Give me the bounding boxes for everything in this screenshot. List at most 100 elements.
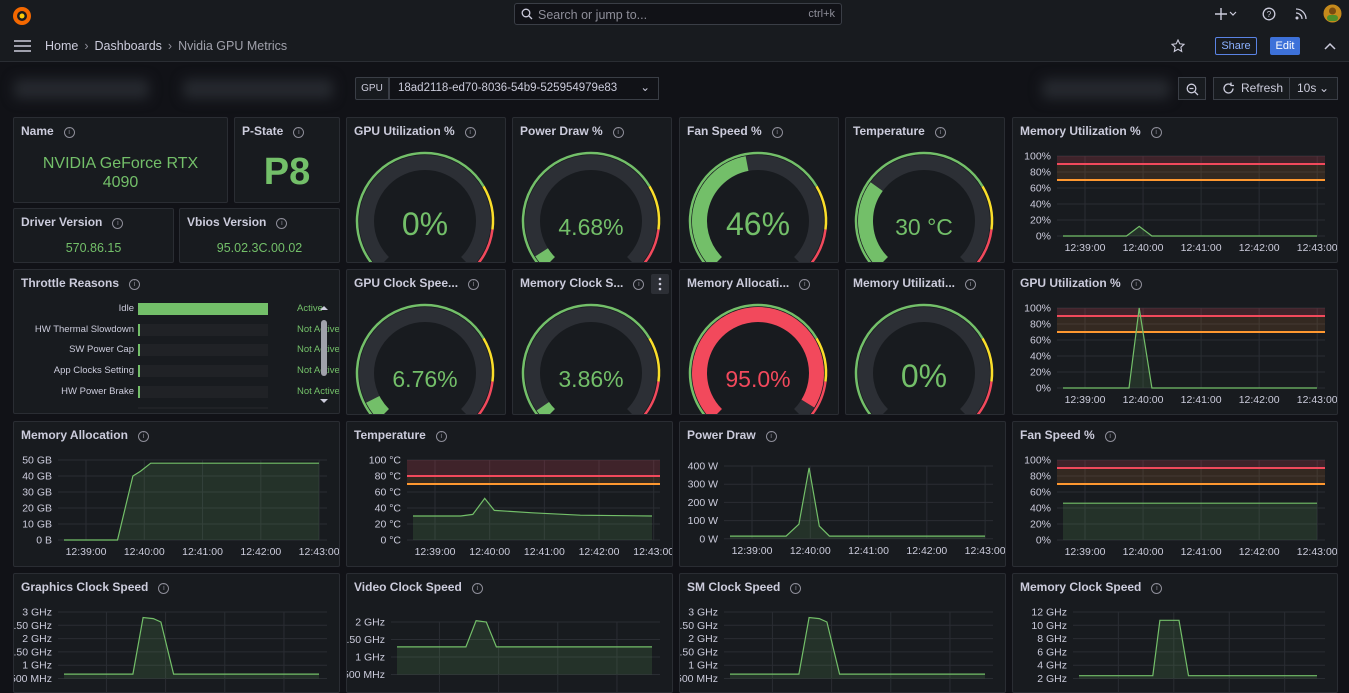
x-tick-label: 12:39:00 (732, 545, 773, 557)
info-icon[interactable]: i (1104, 431, 1116, 442)
breadcrumb-dashboards[interactable]: Dashboards (94, 39, 162, 53)
info-icon[interactable]: i (137, 431, 149, 442)
throttle-row-label: HW Power Brake (61, 385, 134, 397)
info-icon[interactable]: i (1151, 583, 1163, 594)
throttle-row-bar (138, 344, 268, 357)
x-tick-label: 12:43:00 (965, 545, 1006, 557)
panel-title: Vbios Version (187, 215, 267, 229)
collapse-chevron-up-icon[interactable] (1324, 42, 1336, 50)
star-icon[interactable] (1171, 39, 1185, 53)
y-tick-label: 0 °C (380, 535, 401, 547)
series-area (730, 617, 985, 679)
series-line (1063, 225, 1317, 237)
info-icon[interactable]: i (471, 583, 483, 594)
memclock-ts-panel: Memory Clock Speed i 2 GHz 4 GHz 6 GHz 8 GHz 1… (1012, 573, 1338, 693)
info-icon[interactable]: i (468, 279, 480, 290)
video-clock-ts-chart[interactable]: 500 MHz 1 GHz 1.50 GHz 2 GHz (347, 574, 673, 693)
panel-menu-button[interactable] (651, 274, 669, 294)
info-icon[interactable]: i (965, 279, 977, 290)
gpu-variable-select[interactable]: 18ad2118-ed70-8036-54b9-525954979e83 ⌄ (389, 77, 659, 100)
scrollbar[interactable] (317, 302, 331, 410)
panel-title: Memory Utilization % (1020, 124, 1141, 138)
throttle-row-label: App Clocks Setting (53, 365, 134, 377)
blurred-time-range[interactable] (1042, 79, 1170, 99)
info-icon[interactable]: i (1130, 279, 1142, 290)
panel-title: Fan Speed % (1020, 428, 1095, 442)
zoom-out-button[interactable] (1178, 77, 1206, 100)
gauge-threshold-green (521, 303, 651, 414)
throttle-reasons-panel: Throttle Reasons i Idle Active HW Thermal S… (13, 269, 340, 414)
temperature-gauge: 30 °C (854, 151, 994, 262)
y-tick-label: 1 GHz (688, 660, 718, 672)
search-input[interactable]: Search or jump to... ctrl+k (514, 3, 842, 25)
threshold-band-red (1057, 460, 1325, 468)
svg-text:?: ? (1267, 10, 1272, 19)
y-tick-label: 20% (1030, 367, 1051, 379)
y-tick-label: 80 °C (375, 471, 402, 483)
gpu-util-gauge: 0% (355, 151, 495, 262)
info-icon[interactable]: i (799, 279, 811, 290)
add-icon[interactable] (1214, 5, 1238, 23)
info-icon[interactable]: i (612, 127, 624, 138)
info-icon[interactable]: i (765, 431, 777, 442)
edit-button[interactable]: Edit (1270, 37, 1300, 55)
y-tick-label: 60% (1030, 487, 1051, 499)
series-area (413, 498, 652, 540)
menu-icon[interactable] (14, 40, 31, 52)
threshold-band-orange (407, 476, 660, 484)
gauge-value: 0% (901, 358, 947, 394)
user-avatar[interactable] (1323, 4, 1342, 23)
info-icon[interactable]: i (112, 218, 124, 229)
info-icon[interactable]: i (158, 583, 170, 594)
chevron-right-icon: › (167, 39, 173, 53)
gpu-util-ts-panel: GPU Utilization % i 0% 20% 40% 60% 80% 100% 12:3… (1012, 269, 1338, 415)
gauge-threshold-red (810, 381, 827, 414)
breadcrumb-home[interactable]: Home (45, 39, 79, 53)
x-tick-label: 12:39:00 (66, 546, 107, 558)
info-icon[interactable]: i (1150, 127, 1162, 138)
gauge-track (858, 307, 990, 414)
gauge-threshold-yellow (482, 185, 495, 230)
gauge-threshold-yellow (648, 185, 661, 230)
news-feed-icon[interactable] (1295, 8, 1307, 20)
top-bar: Search or jump to... ctrl+k ? (0, 0, 1349, 31)
info-icon[interactable]: i (276, 218, 288, 229)
y-tick-label: 1 GHz (22, 660, 52, 672)
info-icon[interactable]: i (435, 431, 447, 442)
info-icon[interactable]: i (633, 279, 645, 290)
throttle-row-fill (138, 323, 140, 336)
gpu-clock-gauge-panel: GPU Clock Spee... i 6.76% (346, 269, 506, 415)
grafana-logo-icon[interactable] (11, 5, 33, 27)
temp-ts-chart[interactable]: 0 °C 20 °C 40 °C 60 °C 80 °C 100 °C 12:39:00 12… (347, 422, 673, 567)
mem-util-ts-chart[interactable]: 0% 20% 40% 60% 80% 100% 12:39:00 12:40:00 12:41:… (1013, 118, 1338, 263)
driver-version-panel: Driver Version i 570.86.15 (13, 208, 174, 263)
x-tick-label: 12:40:00 (1123, 242, 1164, 254)
gauge-track (858, 155, 990, 262)
info-icon[interactable]: i (293, 127, 305, 138)
fan-ts-chart[interactable]: 0% 20% 40% 60% 80% 100% 12:39:00 12:40:00 12:41:… (1013, 422, 1338, 567)
y-tick-label: 60% (1030, 183, 1051, 195)
info-icon[interactable]: i (63, 127, 75, 138)
share-button[interactable]: Share (1215, 37, 1257, 55)
gpu-util-ts-chart[interactable]: 0% 20% 40% 60% 80% 100% 12:39:00 12:40:00 12:41:… (1013, 270, 1338, 415)
info-icon[interactable]: i (790, 583, 802, 594)
power-ts-chart[interactable]: 0 W 100 W 200 W 300 W 400 W 12:39:00 12:40:00 1… (680, 422, 1006, 567)
info-icon[interactable]: i (464, 127, 476, 138)
series-area (1079, 620, 1317, 679)
vbios-version-value: 95.02.3C.00.02 (216, 241, 303, 255)
x-tick-label: 12:41:00 (524, 546, 565, 558)
info-icon[interactable]: i (771, 127, 783, 138)
mem-alloc-ts-chart[interactable]: 0 B 10 GB 20 GB 30 GB 40 GB 50 GB 12:39:00 12:4… (14, 422, 340, 567)
temperature-gauge-panel: Temperature i 30 °C (845, 117, 1005, 263)
info-icon[interactable]: i (934, 127, 946, 138)
throttle-row-bar (138, 323, 268, 336)
refresh-button[interactable]: Refresh (1213, 77, 1290, 100)
help-icon[interactable]: ? (1262, 7, 1276, 21)
refresh-interval-select[interactable]: 10s ⌄ (1290, 77, 1338, 100)
info-icon[interactable]: i (129, 279, 141, 290)
throttle-row-partial (138, 407, 268, 409)
